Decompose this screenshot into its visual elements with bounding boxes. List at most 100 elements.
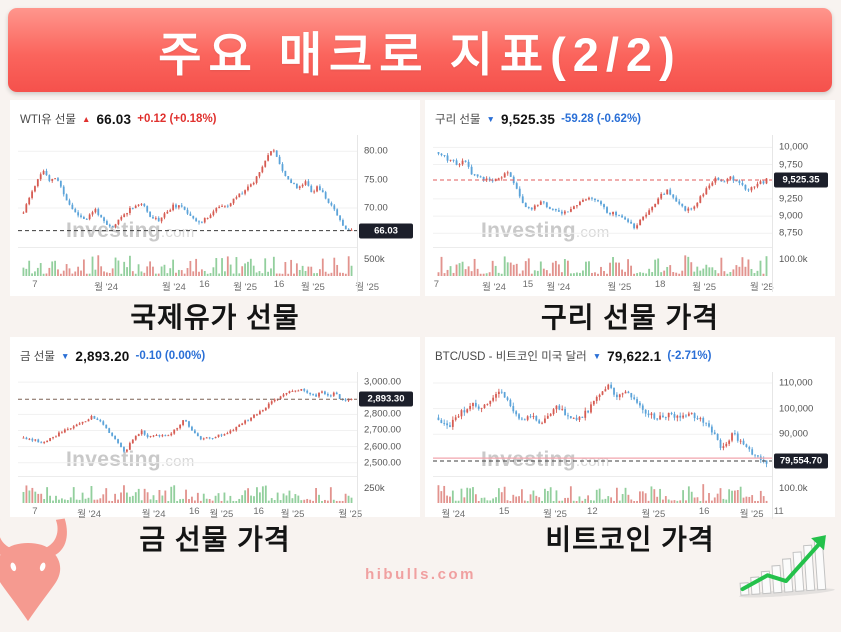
x-tick-label: 16 bbox=[698, 506, 710, 517]
caption-wti: 국제유가 선물 bbox=[130, 302, 300, 333]
x-tick-label: 16 bbox=[253, 506, 264, 517]
y-tick-label: 2,500.00 bbox=[364, 457, 401, 469]
last-price-badge: 9,525.35 bbox=[774, 172, 828, 188]
y-tick-label: 80.00 bbox=[364, 145, 388, 157]
volume-plot[interactable] bbox=[18, 248, 357, 276]
x-tick-label: 16 bbox=[273, 279, 285, 290]
price-change: (-2.71%) bbox=[667, 350, 712, 362]
last-price-badge: 66.03 bbox=[359, 223, 413, 239]
x-tick-label: 월 '24 bbox=[77, 509, 102, 520]
price-down-icon: ▼ bbox=[486, 113, 495, 124]
price-plot[interactable]: Investing.com bbox=[18, 372, 357, 477]
y-tick-label: 2,700.00 bbox=[364, 424, 401, 436]
site-url: hibulls.com bbox=[365, 566, 476, 583]
candlestick-chart[interactable]: Investing.com 월 '24 15 월 '25 12 월 '25 16 월 '25… bbox=[433, 372, 831, 520]
growth-chart-icon bbox=[739, 535, 835, 598]
price-plot[interactable]: Investing.com bbox=[433, 135, 772, 248]
x-tick-label: 15 bbox=[522, 279, 534, 290]
title-banner: 주요 매크로 지표(2/2) bbox=[8, 8, 832, 92]
x-tick-label: 7 bbox=[32, 506, 38, 517]
x-tick-label: 7 bbox=[32, 279, 38, 290]
chart-panel-wti: WTI유 선물 ▲ 66.03 +0.12 (+0.18%) Investing… bbox=[10, 100, 420, 296]
price-down-icon: ▼ bbox=[60, 350, 70, 361]
price-change: -59.28 (-0.62%) bbox=[561, 113, 641, 125]
caption-btc: 비트코인 가격 bbox=[545, 524, 715, 555]
last-price: 66.03 bbox=[96, 111, 132, 127]
x-tick-label: 18 bbox=[654, 279, 666, 290]
x-tick-label: 12 bbox=[587, 506, 598, 517]
x-tick-label: 월 '24 bbox=[441, 509, 466, 520]
price-plot[interactable]: Investing.com bbox=[433, 372, 772, 477]
volume-plot[interactable] bbox=[433, 477, 772, 503]
x-tick-label: 월 '24 bbox=[482, 282, 506, 293]
x-tick-label: 월 '25 bbox=[692, 282, 717, 293]
instrument-header: WTI유 선물 ▲ 66.03 +0.12 (+0.18%) bbox=[10, 100, 420, 131]
last-price: 9,525.35 bbox=[500, 111, 556, 127]
x-tick-label: 월 '24 bbox=[162, 282, 186, 293]
x-tick-label: 15 bbox=[498, 506, 510, 517]
caption-copper: 구리 선물 가격 bbox=[540, 302, 720, 333]
y-tick-label: 2,800.00 bbox=[364, 408, 401, 420]
y-tick-label: 9,250 bbox=[779, 193, 803, 205]
x-tick-label: 월 '24 bbox=[94, 282, 119, 293]
investing-watermark: Investing.com bbox=[66, 448, 195, 471]
price-up-icon: ▲ bbox=[82, 113, 91, 124]
y-tick-label: 110,000 bbox=[779, 377, 813, 389]
x-tick-label: 월 '24 bbox=[141, 509, 166, 520]
volume-plot[interactable] bbox=[433, 248, 772, 276]
y-tick-label: 90,000 bbox=[779, 428, 809, 440]
price-change: +0.12 (+0.18%) bbox=[137, 113, 217, 125]
last-price: 79,622.1 bbox=[607, 348, 662, 364]
x-tick-label: 월 '25 bbox=[301, 282, 325, 293]
y-axis: 110,000 100,000 90,000 79,554.70 100.0k bbox=[772, 372, 831, 519]
chart-panel-gold: 금 선물 ▼ 2,893.20 -0.10 (0.00%) Investing.… bbox=[10, 337, 420, 520]
x-tick-label: 월 '25 bbox=[749, 282, 774, 293]
x-tick-label: 월 '24 bbox=[546, 282, 571, 293]
y-tick-label: 8,750 bbox=[779, 227, 803, 239]
x-tick-label: 월 '25 bbox=[355, 282, 380, 293]
x-tick-label: 월 '25 bbox=[543, 509, 567, 520]
page-title: 주요 매크로 지표(2/2) bbox=[158, 27, 682, 81]
x-tick-label: 월 '25 bbox=[209, 509, 234, 520]
x-tick-label: 월 '25 bbox=[739, 509, 764, 520]
x-axis: 월 '24 15 월 '25 12 월 '25 16 월 '25 11 bbox=[433, 503, 783, 520]
y-tick-label: 9,000 bbox=[779, 210, 803, 222]
candlestick-chart[interactable]: Investing.com 7 월 '24 월 '24 16 월 '25 16 월 '25 월… bbox=[18, 372, 416, 520]
price-plot[interactable]: Investing.com bbox=[18, 135, 357, 248]
price-down-icon: ▼ bbox=[592, 350, 602, 361]
y-tick-label: 75.00 bbox=[364, 174, 388, 186]
instrument-header: 금 선물 ▼ 2,893.20 -0.10 (0.00%) bbox=[10, 337, 420, 368]
price-change: -0.10 (0.00%) bbox=[135, 350, 206, 362]
y-tick-label: 70.00 bbox=[364, 202, 388, 214]
x-tick-label: 월 '25 bbox=[280, 509, 305, 520]
instrument-name: WTI유 선물 bbox=[20, 114, 77, 126]
x-axis: 7 월 '24 15 월 '24 월 '25 18 월 '25 월 '25 bbox=[433, 276, 774, 293]
bull-logo-icon bbox=[0, 518, 67, 622]
y-tick-label: 2,600.00 bbox=[364, 441, 401, 453]
investing-watermark: Investing.com bbox=[66, 219, 195, 242]
volume-axis-label: 100.0k bbox=[779, 254, 808, 265]
candlestick-chart[interactable]: Investing.com 7 월 '24 월 '24 16 월 '25 16 월 '25 월… bbox=[18, 135, 416, 293]
last-price: 2,893.20 bbox=[75, 348, 130, 364]
instrument-header: 구리 선물 ▼ 9,525.35 -59.28 (-0.62%) bbox=[425, 100, 835, 131]
volume-plot[interactable] bbox=[18, 477, 357, 503]
volume-axis-label: 250k bbox=[364, 483, 385, 494]
x-tick-label: 월 '25 bbox=[338, 509, 363, 520]
chart-panel-btc: BTC/USD - 비트코인 미국 달러 ▼ 79,622.1 (-2.71%)… bbox=[425, 337, 835, 520]
y-axis: 80.00 75.00 70.00 66.03 500k bbox=[357, 135, 416, 292]
x-tick-label: 월 '25 bbox=[641, 509, 666, 520]
instrument-header: BTC/USD - 비트코인 미국 달러 ▼ 79,622.1 (-2.71%) bbox=[425, 337, 835, 368]
investing-watermark: Investing.com bbox=[481, 219, 610, 242]
x-tick-label: 11 bbox=[773, 506, 784, 517]
x-axis: 7 월 '24 월 '24 16 월 '25 16 월 '25 월 '25 bbox=[18, 503, 362, 520]
candlestick-chart[interactable]: Investing.com 7 월 '24 15 월 '24 월 '25 18 월 '25 월… bbox=[433, 135, 831, 293]
y-tick-label: 3,000.00 bbox=[364, 376, 401, 388]
y-tick-label: 9,750 bbox=[779, 159, 803, 171]
x-tick-label: 16 bbox=[188, 506, 200, 517]
investing-watermark: Investing.com bbox=[481, 448, 610, 471]
x-tick-label: 월 '25 bbox=[607, 282, 632, 293]
instrument-name: BTC/USD - 비트코인 미국 달러 bbox=[435, 351, 587, 363]
last-price-badge: 79,554.70 bbox=[774, 453, 828, 469]
y-axis: 10,000 9,750 9,250 9,000 8,750 9,525.35 100.0k bbox=[772, 135, 831, 292]
volume-axis-label: 100.0k bbox=[779, 483, 808, 494]
